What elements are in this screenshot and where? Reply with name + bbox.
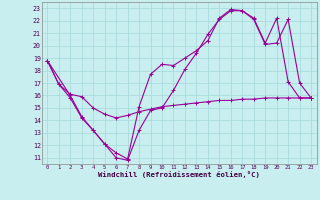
X-axis label: Windchill (Refroidissement éolien,°C): Windchill (Refroidissement éolien,°C) xyxy=(98,171,260,178)
